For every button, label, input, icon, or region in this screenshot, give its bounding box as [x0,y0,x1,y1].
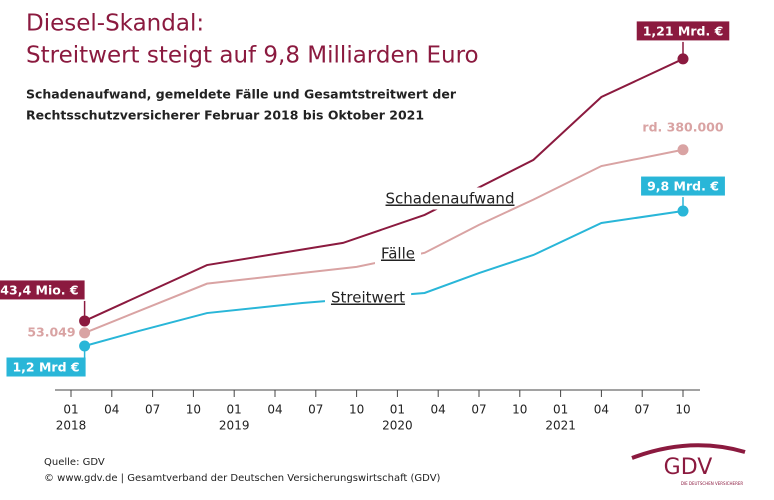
value-label: 1,2 Mrd € [12,360,79,375]
value-label: 53.049 [27,324,75,339]
point [79,340,91,352]
value-label-box [636,21,730,41]
series-line [84,148,684,334]
value-label-box [641,176,725,196]
x-tick-label: 01 [227,403,242,417]
series-name: Schadenaufwand [386,190,515,208]
series-name: Streitwert [331,289,405,307]
point [79,315,91,327]
x-tick-label: 10 [675,403,690,417]
x-tick-label: 04 [431,403,446,417]
point [677,53,689,65]
copyright: © www.gdv.de | Gesamtverband der Deutsch… [44,473,441,484]
x-year-label: 2019 [219,419,250,433]
x-year-label: 2018 [56,419,87,433]
value-label-box [0,280,85,300]
x-tick-label: 04 [267,403,282,417]
point [677,205,689,217]
series-name-bg [324,286,412,309]
x-tick-label: 07 [635,403,650,417]
x-tick-label: 04 [594,403,609,417]
series-line [84,210,684,347]
chart-subtitle: Rechtsschutzversicherer Februar 2018 bis… [26,108,424,123]
logo: GDV [664,455,713,480]
source: Quelle: GDV [44,457,105,468]
series-line [84,58,684,322]
x-tick-label: 01 [390,403,405,417]
x-tick-label: 04 [104,403,119,417]
point [677,144,689,156]
value-label: 1,21 Mrd. € [643,23,724,38]
x-tick-label: 07 [145,403,160,417]
value-label: rd. 380.000 [642,119,723,134]
x-tick-label: 01 [63,403,78,417]
point [79,327,91,339]
x-tick-label: 10 [349,403,364,417]
x-tick-label: 07 [308,403,323,417]
logo-tagline: DIE DEUTSCHEN VERSICHERER [681,481,744,486]
logo-arc [631,443,746,460]
value-label: 143,4 Mio. € [0,282,79,297]
x-tick-label: 10 [512,403,527,417]
x-tick-label: 07 [471,403,486,417]
chart-title: Diesel-Skandal: [26,11,204,37]
chart-title: Streitwert steigt auf 9,8 Milliarden Eur… [26,43,479,69]
x-year-label: 2020 [382,419,413,433]
value-label: 9,8 Mrd. € [647,179,719,194]
x-tick-label: 01 [553,403,568,417]
series-name-bg [374,242,422,265]
value-label-box [6,357,86,377]
chart-subtitle: Schadenaufwand, gemeldete Fälle und Gesa… [26,87,457,102]
x-year-label: 2021 [545,419,576,433]
series-name: Fälle [381,245,415,263]
x-tick-label: 10 [186,403,201,417]
series-name-bg [379,187,521,210]
